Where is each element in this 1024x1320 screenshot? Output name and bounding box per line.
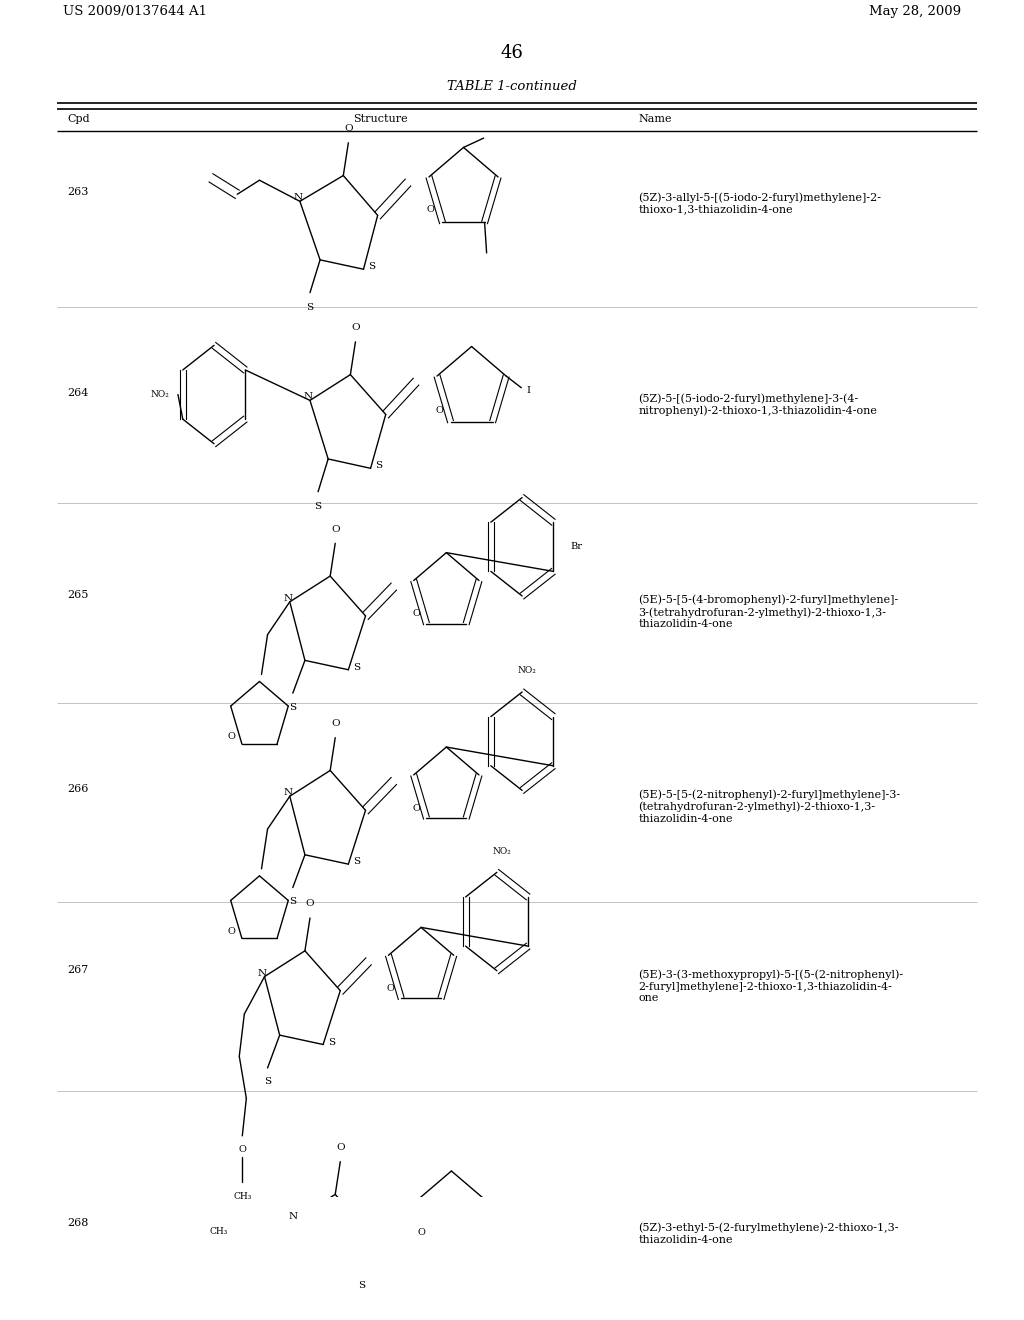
Text: 264: 264	[68, 388, 89, 399]
Text: (5E)-5-[5-(4-bromophenyl)-2-furyl]methylene]-
3-(tetrahydrofuran-2-ylmethyl)-2-t: (5E)-5-[5-(4-bromophenyl)-2-furyl]methyl…	[638, 595, 898, 630]
Text: S: S	[289, 898, 296, 906]
Text: NO₂: NO₂	[493, 846, 511, 855]
Text: N: N	[293, 193, 302, 202]
Text: 46: 46	[501, 44, 523, 62]
Text: CH₃: CH₃	[210, 1228, 228, 1237]
Text: S: S	[289, 702, 296, 711]
Text: 263: 263	[68, 187, 89, 197]
Text: Name: Name	[638, 115, 672, 124]
Text: N: N	[284, 788, 292, 797]
Text: (5E)-3-(3-methoxypropyl)-5-[(5-(2-nitrophenyl)-
2-furyl]methylene]-2-thioxo-1,3-: (5E)-3-(3-methoxypropyl)-5-[(5-(2-nitrop…	[638, 970, 903, 1003]
Text: S: S	[306, 304, 313, 313]
Text: O: O	[344, 124, 352, 133]
Text: 268: 268	[68, 1217, 89, 1228]
Text: US 2009/0137644 A1: US 2009/0137644 A1	[62, 5, 207, 18]
Text: NO₂: NO₂	[151, 389, 169, 399]
Text: S: S	[375, 462, 382, 470]
Text: 267: 267	[68, 965, 89, 974]
Text: (5E)-5-[5-(2-nitrophenyl)-2-furyl]methylene]-3-
(tetrahydrofuran-2-ylmethyl)-2-t: (5E)-5-[5-(2-nitrophenyl)-2-furyl]methyl…	[638, 789, 900, 824]
Text: Cpd: Cpd	[68, 115, 90, 124]
Text: I: I	[526, 385, 530, 395]
Text: (5Z)-5-[(5-iodo-2-furyl)methylene]-3-(4-
nitrophenyl)-2-thioxo-1,3-thiazolidin-4: (5Z)-5-[(5-iodo-2-furyl)methylene]-3-(4-…	[638, 393, 878, 416]
Text: S: S	[368, 263, 375, 272]
Text: Structure: Structure	[353, 115, 408, 124]
Text: (5Z)-3-allyl-5-[(5-iodo-2-furyl)methylene]-2-
thioxo-1,3-thiazolidin-4-one: (5Z)-3-allyl-5-[(5-iodo-2-furyl)methylen…	[638, 191, 882, 214]
Text: 265: 265	[68, 590, 89, 599]
Text: O: O	[336, 1143, 345, 1152]
Text: N: N	[288, 1212, 297, 1221]
Text: N: N	[258, 969, 267, 978]
Text: TABLE 1-continued: TABLE 1-continued	[447, 81, 577, 92]
Text: O: O	[227, 927, 236, 936]
Text: O: O	[306, 899, 314, 908]
Text: O: O	[351, 323, 359, 333]
Text: S: S	[264, 1077, 271, 1086]
Text: N: N	[284, 594, 292, 603]
Text: S: S	[353, 857, 360, 866]
Text: S: S	[314, 503, 322, 511]
Text: O: O	[387, 983, 394, 993]
Text: O: O	[427, 205, 434, 214]
Text: S: S	[353, 663, 360, 672]
Text: O: O	[412, 610, 420, 618]
Text: O: O	[331, 719, 340, 729]
Text: O: O	[412, 804, 420, 813]
Text: O: O	[436, 407, 443, 414]
Text: O: O	[227, 733, 236, 742]
Text: 266: 266	[68, 784, 89, 795]
Text: O: O	[417, 1228, 425, 1237]
Text: N: N	[303, 392, 312, 401]
Text: (5Z)-3-ethyl-5-(2-furylmethylene)-2-thioxo-1,3-
thiazolidin-4-one: (5Z)-3-ethyl-5-(2-furylmethylene)-2-thio…	[638, 1222, 899, 1245]
Text: NO₂: NO₂	[518, 667, 537, 676]
Text: CH₃: CH₃	[233, 1192, 252, 1201]
Text: O: O	[331, 525, 340, 533]
Text: S: S	[358, 1282, 365, 1290]
Text: May 28, 2009: May 28, 2009	[869, 5, 962, 18]
Text: O: O	[239, 1146, 246, 1155]
Text: Br: Br	[570, 543, 583, 552]
Text: S: S	[328, 1038, 335, 1047]
